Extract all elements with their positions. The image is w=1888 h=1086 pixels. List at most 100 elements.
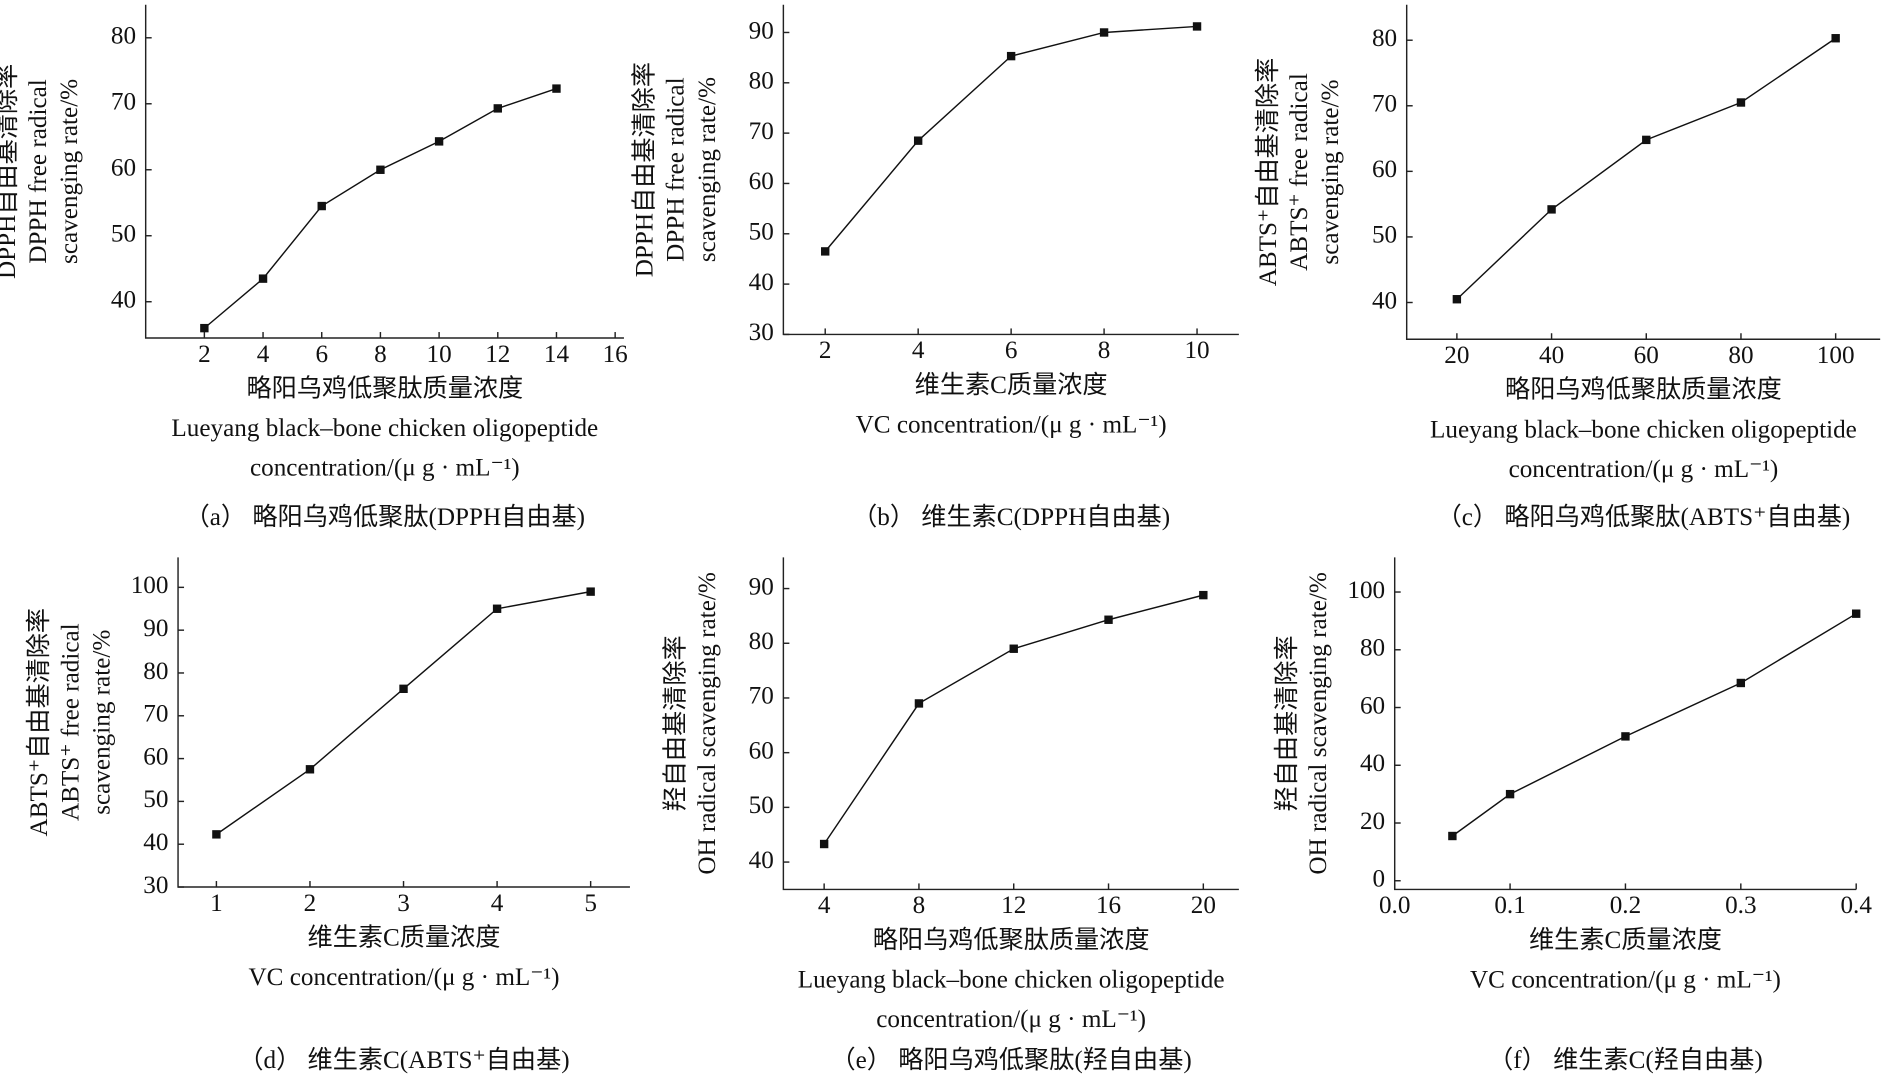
y-axis-label: scavenging rate/%	[89, 630, 116, 815]
data-point	[1199, 590, 1208, 600]
y-tick-label: 50	[749, 219, 774, 246]
y-tick-label: 50	[1372, 222, 1397, 249]
x-tick-label: 40	[1539, 342, 1564, 369]
x-axis-label: Lueyang black–bone chicken oligopeptide	[798, 966, 1225, 993]
y-tick-label: 70	[111, 89, 136, 116]
data-point	[819, 839, 829, 849]
x-tick-label: 20	[1444, 342, 1469, 369]
data-point	[317, 201, 326, 211]
x-axis-label: VC concentration/(μ g · mL⁻¹)	[856, 412, 1167, 439]
axis-line	[782, 557, 1239, 891]
data-point	[399, 684, 408, 694]
x-axis-label: 略阳乌鸡低聚肽质量浓度	[873, 926, 1150, 954]
y-tick-label: 60	[1372, 156, 1397, 183]
data-point	[1192, 22, 1202, 31]
y-tick-label: 0	[1373, 866, 1386, 893]
y-tick-label: 70	[749, 118, 774, 145]
x-tick-label: 0.1	[1494, 892, 1525, 919]
data-point	[586, 587, 595, 596]
x-axis-label: 略阳乌鸡低聚肽质量浓度	[1505, 376, 1782, 404]
y-axis-label: ABTS⁺ free radical	[57, 623, 84, 821]
x-tick-label: 2	[304, 890, 317, 917]
y-tick-label: 30	[143, 872, 168, 899]
y-axis-label: ABTS⁺自由基清除率	[25, 608, 53, 837]
x-axis-label: 维生素C质量浓度	[915, 371, 1108, 399]
y-axis-label: DPPH free radical	[663, 77, 690, 261]
y-axis-label: DPPH自由基清除率	[631, 62, 659, 277]
y-tick-label: 90	[749, 17, 774, 44]
data-point	[434, 137, 444, 146]
y-tick-label: 70	[749, 683, 774, 710]
x-tick-label: 0.4	[1840, 892, 1872, 919]
y-tick-label: 40	[1372, 287, 1397, 314]
x-tick-label: 12	[485, 341, 510, 368]
data-point	[305, 765, 315, 774]
y-tick-label: 60	[1360, 692, 1385, 719]
data-point	[493, 104, 502, 113]
caption: （e） 略阳乌鸡低聚肽(羟自由基)	[831, 1046, 1192, 1074]
y-axis-label: scavenging rate/%	[1317, 79, 1344, 264]
x-tick-label: 60	[1634, 342, 1659, 369]
data-point	[1009, 644, 1018, 653]
y-tick-label: 80	[1360, 635, 1385, 662]
y-tick-label: 40	[143, 829, 168, 856]
data-point	[200, 323, 209, 333]
y-tick-label: 50	[749, 792, 774, 819]
y-tick-label: 80	[749, 628, 774, 655]
y-axis-label: ABTS⁺自由基清除率	[1254, 58, 1282, 287]
data-point	[552, 84, 561, 93]
x-tick-label: 8	[1098, 337, 1111, 364]
caption: （f） 维生素C(羟自由基)	[1488, 1046, 1763, 1074]
x-tick-label: 4	[257, 341, 270, 368]
x-axis-label: VC concentration/(μ g · mL⁻¹)	[1470, 966, 1781, 993]
x-tick-label: 0.2	[1610, 892, 1641, 919]
data-line	[215, 590, 591, 835]
data-point	[258, 274, 268, 283]
x-axis-label: 维生素C质量浓度	[308, 924, 501, 952]
y-tick-label: 40	[749, 847, 774, 874]
data-line	[203, 87, 557, 329]
y-axis-label: scavenging rate/%	[694, 77, 721, 262]
y-tick-label: 30	[749, 319, 774, 346]
x-tick-label: 12	[1001, 892, 1026, 919]
x-tick-label: 4	[491, 890, 504, 917]
axis-line	[177, 557, 630, 888]
axis-line	[1393, 557, 1857, 891]
x-tick-label: 20	[1191, 892, 1216, 919]
x-axis-label: 略阳乌鸡低聚肽质量浓度	[246, 375, 523, 403]
data-point	[492, 604, 502, 613]
data-point	[1547, 205, 1556, 214]
caption: （b） 维生素C(DPPH自由基)	[852, 503, 1170, 531]
y-axis-label: scavenging rate/%	[56, 79, 83, 264]
data-point	[1736, 678, 1746, 688]
y-tick-label: 80	[749, 68, 774, 95]
y-axis-label: OH radical scavenging rate/%	[694, 572, 721, 874]
x-tick-label: 80	[1728, 342, 1753, 369]
x-axis-label: VC concentration/(μ g · mL⁻¹)	[249, 964, 560, 991]
axis-line	[144, 4, 624, 339]
y-axis-label: OH radical scavenging rate/%	[1305, 572, 1332, 874]
y-tick-label: 60	[143, 743, 168, 770]
data-point	[1851, 609, 1861, 618]
y-axis-label: DPPH自由基清除率	[0, 64, 21, 279]
data-line	[1451, 613, 1857, 837]
x-axis-label: concentration/(μ g · mL⁻¹)	[250, 455, 520, 482]
data-point	[1452, 295, 1462, 304]
data-point	[821, 247, 830, 256]
data-point	[914, 699, 924, 708]
data-line	[823, 594, 1204, 845]
caption: （c） 略阳乌鸡低聚肽(ABTS⁺自由基)	[1437, 503, 1851, 531]
x-tick-label: 6	[1005, 337, 1018, 364]
y-axis-label: 羟自由基清除率	[1273, 635, 1301, 811]
y-tick-label: 80	[143, 658, 168, 685]
x-tick-label: 0.0	[1379, 892, 1410, 919]
y-tick-label: 50	[143, 786, 168, 813]
x-tick-label: 6	[315, 341, 328, 368]
data-point	[212, 830, 221, 839]
y-tick-label: 90	[143, 615, 168, 642]
y-tick-label: 90	[749, 573, 774, 600]
x-tick-label: 1	[210, 890, 223, 917]
y-tick-label: 60	[111, 155, 136, 182]
